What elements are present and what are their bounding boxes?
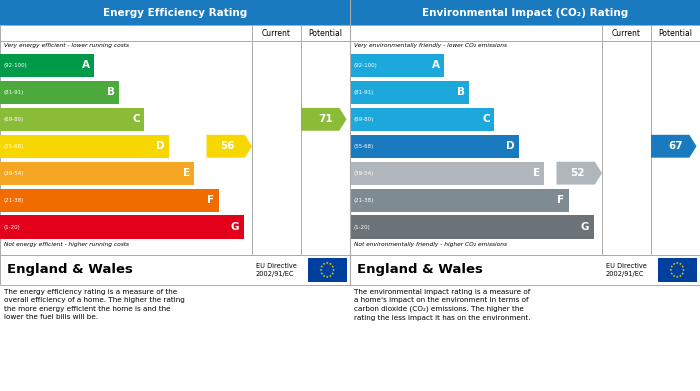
Polygon shape — [671, 265, 673, 268]
Polygon shape — [332, 269, 335, 271]
Bar — [0, 108, 144, 131]
Text: F: F — [207, 195, 214, 205]
Bar — [0, 0, 350, 25]
Polygon shape — [556, 162, 602, 185]
Text: G: G — [231, 222, 239, 232]
Text: (55-68): (55-68) — [354, 144, 374, 149]
Text: E: E — [533, 168, 540, 178]
Text: (69-80): (69-80) — [4, 117, 24, 122]
Text: B: B — [457, 87, 465, 97]
Bar — [350, 135, 519, 158]
Bar — [0, 255, 350, 285]
Text: EU Directive
2002/91/EC: EU Directive 2002/91/EC — [606, 263, 646, 277]
Text: D: D — [156, 141, 164, 151]
Text: Very environmentally friendly - lower CO₂ emissions: Very environmentally friendly - lower CO… — [354, 43, 507, 48]
Text: Energy Efficiency Rating: Energy Efficiency Rating — [103, 7, 247, 18]
Polygon shape — [329, 262, 332, 265]
Text: England & Wales: England & Wales — [7, 264, 133, 276]
Polygon shape — [670, 269, 672, 271]
Polygon shape — [323, 262, 326, 265]
Text: 56: 56 — [220, 141, 235, 151]
Text: Not environmentally friendly - higher CO₂ emissions: Not environmentally friendly - higher CO… — [354, 242, 507, 248]
Bar — [308, 258, 346, 282]
Polygon shape — [331, 265, 334, 268]
Polygon shape — [329, 274, 332, 277]
Text: (81-91): (81-91) — [354, 90, 374, 95]
Polygon shape — [326, 276, 328, 278]
Text: (92-100): (92-100) — [4, 63, 27, 68]
Bar — [0, 54, 94, 77]
Text: Potential: Potential — [659, 29, 692, 38]
Text: Not energy efficient - higher running costs: Not energy efficient - higher running co… — [4, 242, 129, 248]
Bar — [658, 258, 696, 282]
Text: (1-20): (1-20) — [354, 224, 370, 230]
Bar — [0, 215, 244, 239]
Text: (39-54): (39-54) — [354, 170, 374, 176]
Text: A: A — [82, 61, 90, 70]
Text: EU Directive
2002/91/EC: EU Directive 2002/91/EC — [256, 263, 296, 277]
Bar — [0, 188, 218, 212]
Bar — [0, 135, 169, 158]
Text: A: A — [432, 61, 440, 70]
Text: (21-38): (21-38) — [354, 197, 374, 203]
Text: Potential: Potential — [309, 29, 342, 38]
Text: 71: 71 — [318, 114, 333, 124]
Text: G: G — [581, 222, 589, 232]
Text: B: B — [107, 87, 115, 97]
Text: (39-54): (39-54) — [4, 170, 24, 176]
Text: England & Wales: England & Wales — [357, 264, 483, 276]
Polygon shape — [673, 274, 675, 277]
Text: C: C — [482, 114, 490, 124]
Polygon shape — [676, 262, 678, 264]
Text: 67: 67 — [668, 141, 683, 151]
Polygon shape — [673, 262, 675, 265]
Bar — [350, 188, 568, 212]
Text: Very energy efficient - lower running costs: Very energy efficient - lower running co… — [4, 43, 129, 48]
Text: C: C — [132, 114, 140, 124]
Polygon shape — [331, 272, 334, 274]
Text: F: F — [557, 195, 564, 205]
Polygon shape — [301, 108, 346, 131]
Bar — [350, 54, 444, 77]
Polygon shape — [671, 272, 673, 274]
Polygon shape — [320, 269, 322, 271]
Bar — [350, 215, 594, 239]
Text: Current: Current — [262, 29, 291, 38]
Polygon shape — [323, 274, 326, 277]
Text: (92-100): (92-100) — [354, 63, 377, 68]
Polygon shape — [679, 262, 682, 265]
Bar — [350, 0, 700, 25]
Text: D: D — [506, 141, 514, 151]
Text: (21-38): (21-38) — [4, 197, 24, 203]
Bar — [0, 25, 350, 255]
Text: (81-91): (81-91) — [4, 90, 24, 95]
Text: Environmental Impact (CO₂) Rating: Environmental Impact (CO₂) Rating — [422, 7, 628, 18]
Bar — [0, 161, 194, 185]
Text: (69-80): (69-80) — [354, 117, 374, 122]
Polygon shape — [321, 272, 323, 274]
Bar — [350, 161, 544, 185]
Polygon shape — [681, 272, 684, 274]
Bar — [350, 255, 700, 285]
Text: (1-20): (1-20) — [4, 224, 20, 230]
Text: The environmental impact rating is a measure of
a home's impact on the environme: The environmental impact rating is a mea… — [354, 289, 530, 321]
Polygon shape — [321, 265, 323, 268]
Bar — [350, 81, 469, 104]
Polygon shape — [326, 262, 328, 264]
Polygon shape — [651, 135, 696, 158]
Text: Current: Current — [612, 29, 641, 38]
Bar — [350, 108, 494, 131]
Polygon shape — [679, 274, 682, 277]
Bar — [350, 25, 700, 255]
Polygon shape — [676, 276, 678, 278]
Text: 52: 52 — [570, 168, 584, 178]
Text: The energy efficiency rating is a measure of the
overall efficiency of a home. T: The energy efficiency rating is a measur… — [4, 289, 184, 321]
Text: E: E — [183, 168, 190, 178]
Polygon shape — [681, 265, 684, 268]
Bar — [0, 81, 119, 104]
Polygon shape — [206, 135, 252, 158]
Text: (55-68): (55-68) — [4, 144, 24, 149]
Polygon shape — [682, 269, 685, 271]
